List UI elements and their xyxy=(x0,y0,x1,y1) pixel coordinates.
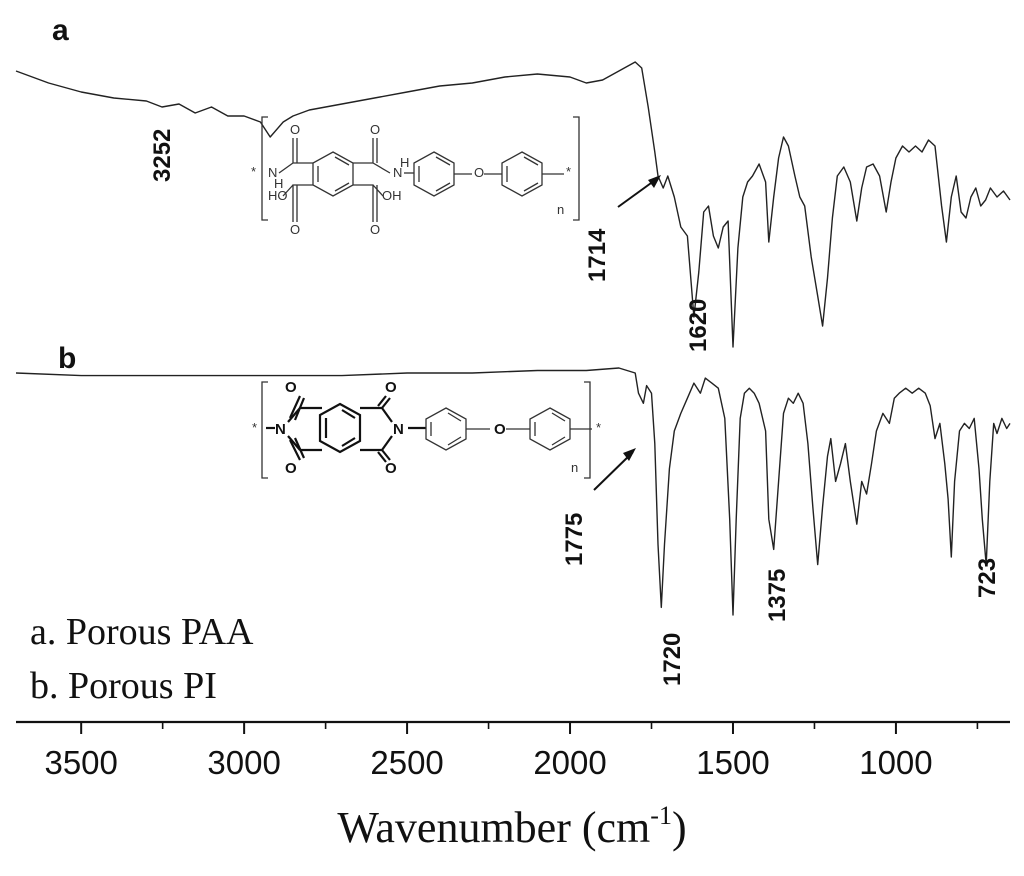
paa-h-right: H xyxy=(400,155,409,170)
x-axis-title-main: Wavenumber (cm xyxy=(337,803,650,852)
arrow-1775 xyxy=(593,451,634,491)
legend-entry-pi: b. Porous PI xyxy=(30,665,217,707)
paa-o-top-left: O xyxy=(290,122,300,137)
pi-star-left: * xyxy=(252,420,257,435)
x-tick-label-1500: 1500 xyxy=(696,744,769,781)
paa-o-ether: O xyxy=(474,165,484,180)
x-axis-title: Wavenumber (cm-1) xyxy=(337,801,686,852)
peak-label-1620: 1620 xyxy=(685,299,712,352)
paa-star-right: * xyxy=(566,164,571,179)
pi-structure: * O O N O O N O * n xyxy=(252,379,601,479)
x-axis-ticks: 3500 3000 2500 2000 1500 1000 xyxy=(44,722,979,781)
paa-structure: * N H O O HO OH O O N H O * n xyxy=(251,116,580,237)
paa-n-left: N xyxy=(268,165,277,180)
pi-n-left: N xyxy=(275,421,286,438)
pi-o-top-right: O xyxy=(385,379,397,396)
peak-label-723: 723 xyxy=(974,558,1001,598)
pi-n-repeat: n xyxy=(571,460,578,475)
paa-star-left: * xyxy=(251,164,256,179)
paa-h-left: H xyxy=(274,176,283,191)
pi-n-right: N xyxy=(393,421,404,438)
spectrum-line-b xyxy=(15,367,1011,616)
peak-label-1375: 1375 xyxy=(764,569,791,622)
pi-o-bot-right: O xyxy=(385,460,397,477)
paa-oh: OH xyxy=(382,188,402,203)
panel-a-label: a xyxy=(52,14,69,47)
spectrum-line-a xyxy=(15,61,1011,348)
pi-o-top-left: O xyxy=(285,379,297,396)
pi-o-bot-left: O xyxy=(285,460,297,477)
x-tick-label-3000: 3000 xyxy=(207,744,280,781)
legend-entry-paa: a. Porous PAA xyxy=(30,611,254,653)
peak-arrows xyxy=(593,175,661,491)
spectra-series xyxy=(15,61,1011,616)
x-axis-title-close: ) xyxy=(672,803,687,852)
paa-o-bot-right: O xyxy=(370,222,380,237)
x-axis-title-sup: -1 xyxy=(650,801,672,830)
pi-star-right: * xyxy=(596,420,601,435)
x-tick-label-3500: 3500 xyxy=(44,744,117,781)
paa-n-repeat: n xyxy=(557,202,564,217)
pi-o-ether: O xyxy=(494,421,506,438)
arrow-1775-head xyxy=(623,448,636,461)
paa-n-right: N xyxy=(393,165,402,180)
peak-label-3252: 3252 xyxy=(149,129,176,182)
paa-ho: HO xyxy=(268,188,288,203)
paa-o-top-right: O xyxy=(370,122,380,137)
panel-b-label: b xyxy=(58,342,76,375)
x-tick-label-1000: 1000 xyxy=(859,744,932,781)
peak-label-1714: 1714 xyxy=(584,228,611,282)
x-tick-label-2500: 2500 xyxy=(370,744,443,781)
peak-label-1720: 1720 xyxy=(659,633,686,686)
x-tick-label-2000: 2000 xyxy=(533,744,606,781)
peak-label-1775: 1775 xyxy=(561,513,588,566)
arrow-1714-head xyxy=(648,175,661,188)
paa-o-bot-left: O xyxy=(290,222,300,237)
